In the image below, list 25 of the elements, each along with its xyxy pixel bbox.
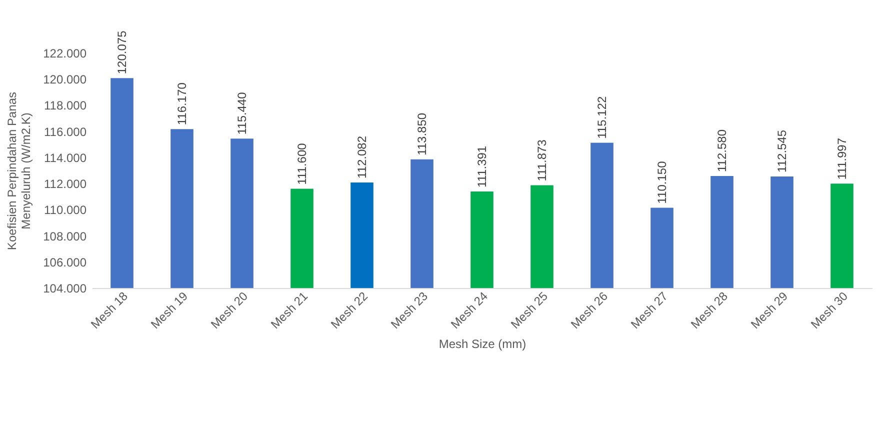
y-tick-label: 116.000 (44, 124, 87, 139)
y-axis-title: Koefisien Perpindahan Panas Menyeluruh (W/m2.K) (5, 92, 34, 250)
y-tick-label: 110.000 (44, 203, 87, 218)
data-label: 113.850 (415, 112, 429, 156)
data-label: 111.873 (535, 139, 549, 182)
data-label: 115.440 (235, 92, 249, 135)
x-axis-title: Mesh Size (mm) (438, 336, 526, 351)
y-tick-label: 118.000 (44, 98, 87, 113)
data-label: 111.997 (835, 138, 849, 180)
y-tick-label: 122.000 (43, 46, 87, 60)
data-label: 112.545 (775, 130, 789, 172)
data-label: 112.082 (355, 136, 369, 178)
data-label: 112.580 (715, 129, 729, 172)
y-tick-label: 104.000 (43, 282, 87, 296)
y-tick-label: 106.000 (43, 255, 87, 270)
y-tick-label: 112.000 (44, 177, 87, 192)
data-label: 115.122 (595, 96, 609, 139)
data-label: 120.075 (115, 30, 129, 74)
data-label: 111.391 (475, 146, 489, 188)
data-label: 116.170 (175, 82, 189, 126)
data-label: 111.600 (295, 142, 309, 185)
y-tick-label: 108.000 (43, 229, 87, 244)
y-tick-label: 114.000 (44, 150, 87, 165)
y-tick-label: 120.000 (43, 72, 87, 87)
data-label: 110.150 (655, 160, 669, 204)
